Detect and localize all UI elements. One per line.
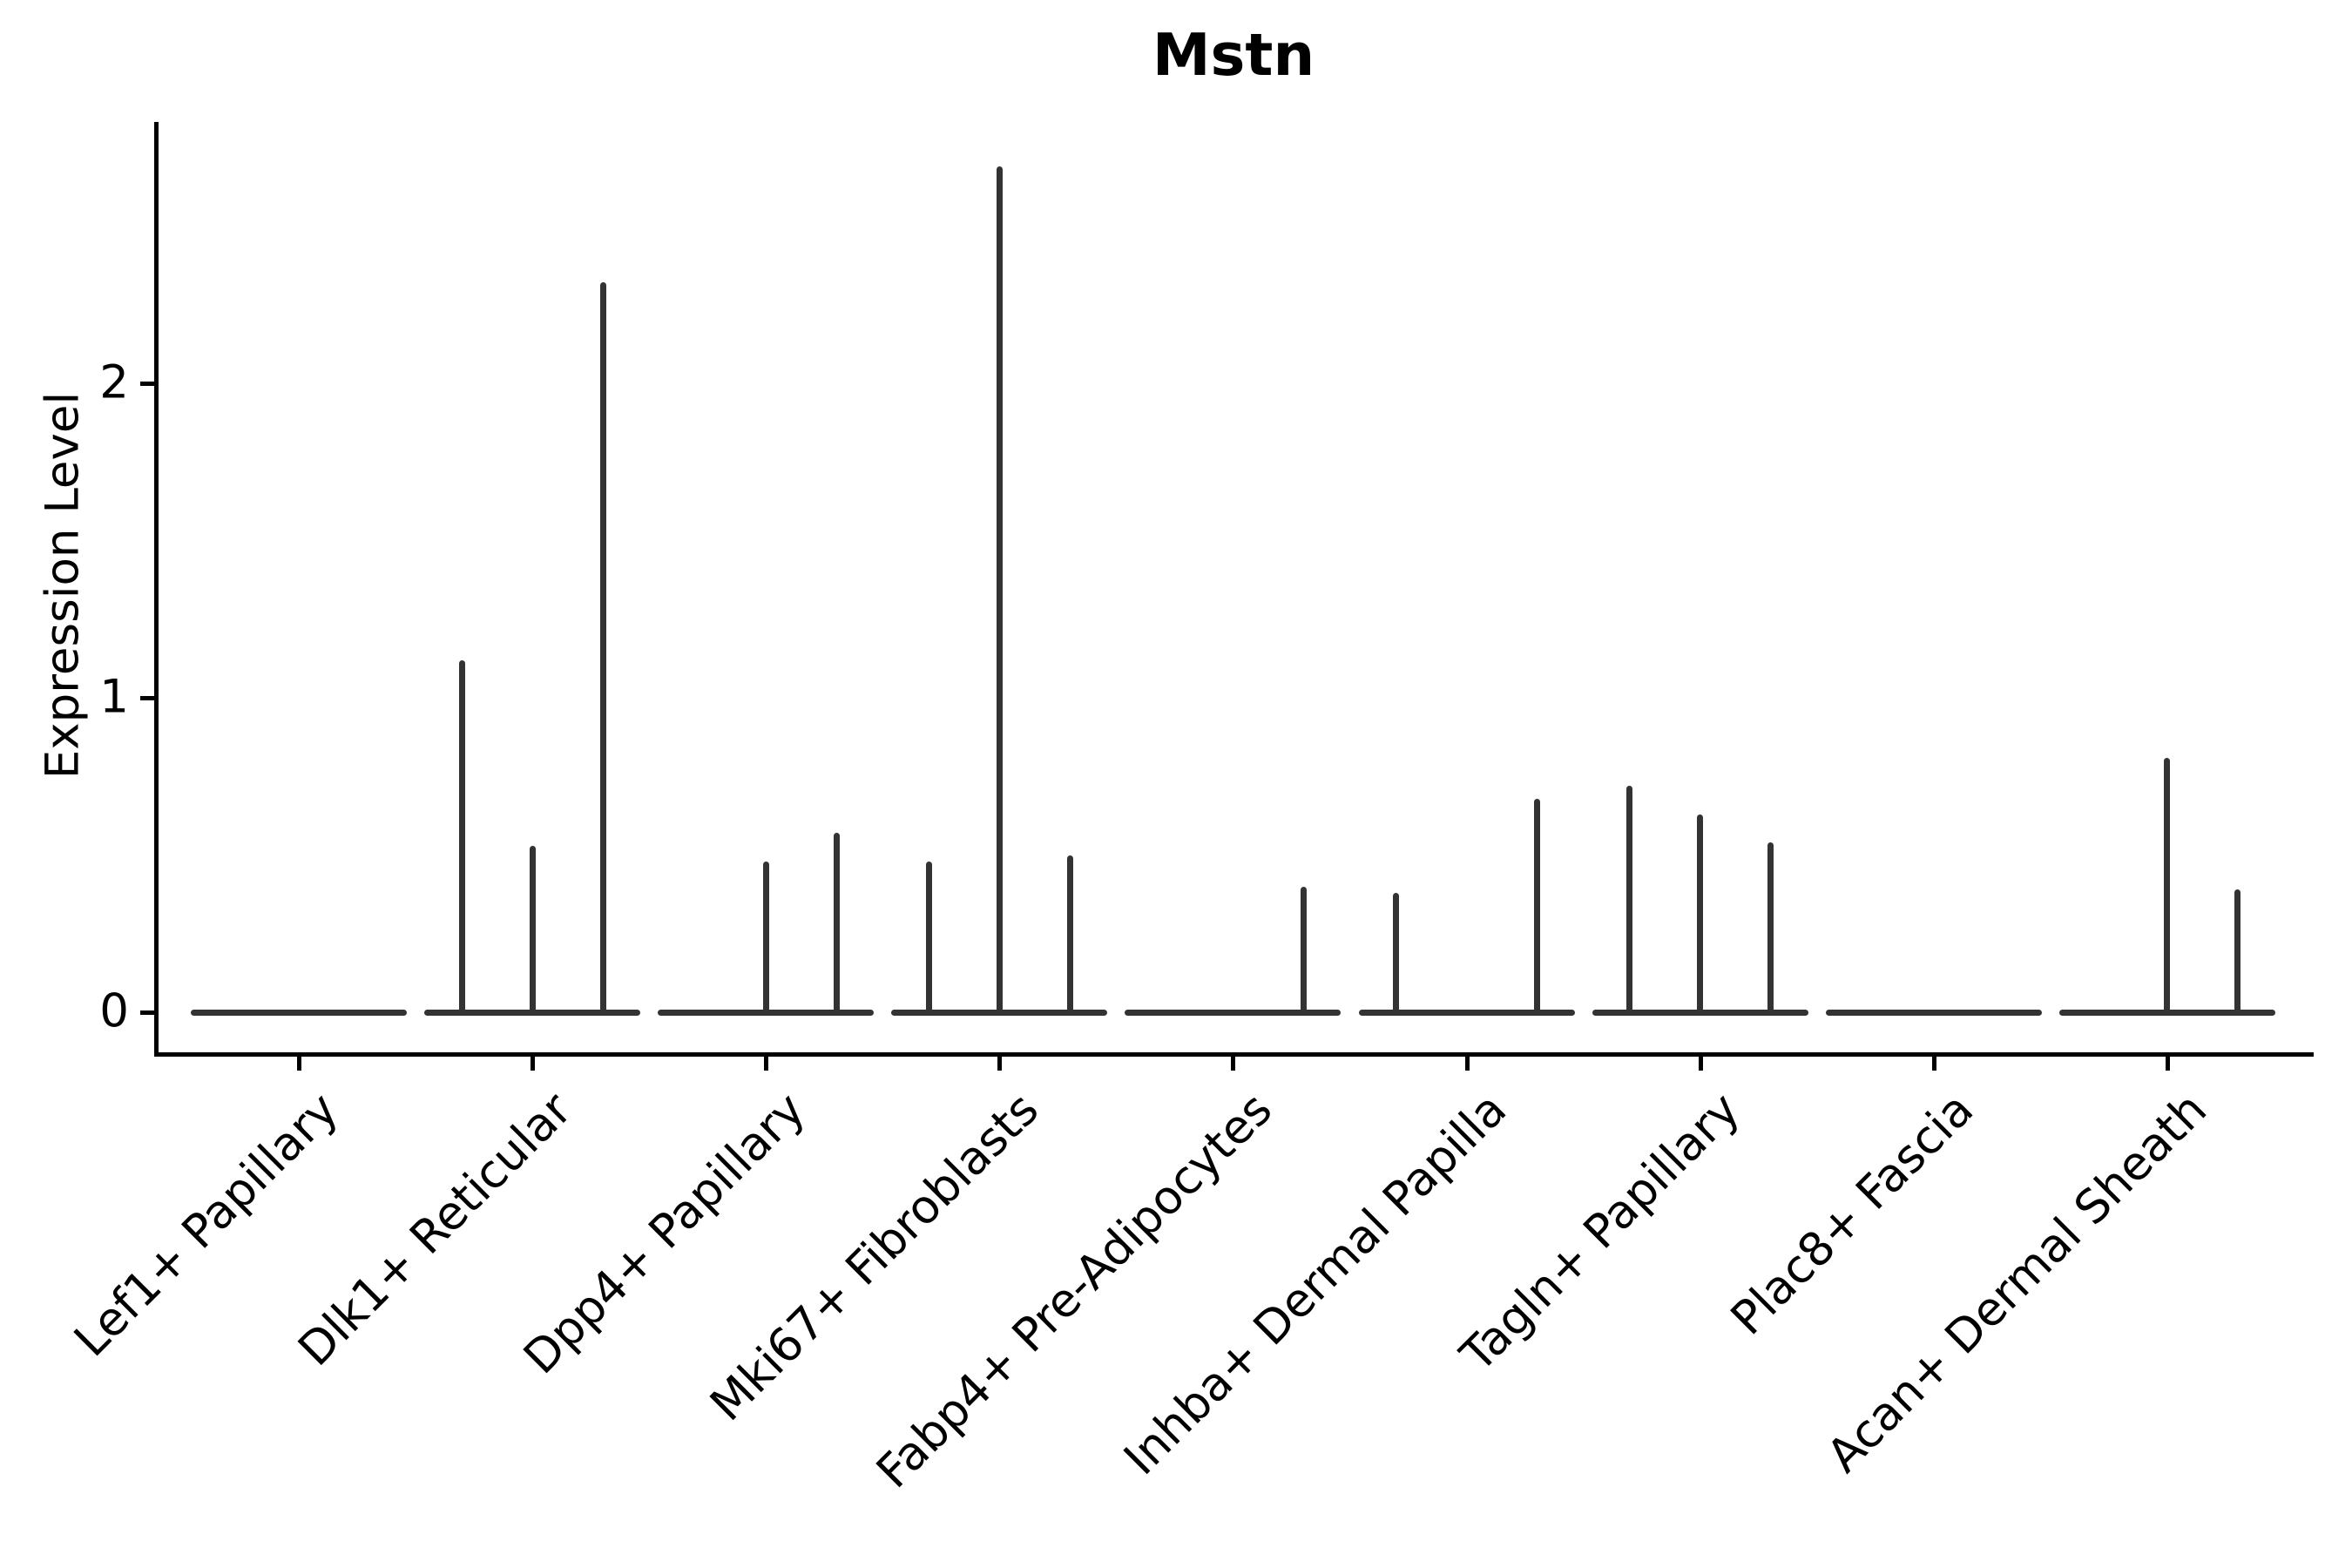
x-tick [1698, 1057, 1703, 1071]
x-axis-category-label-text: Acan+ Dermal Sheath [1816, 1083, 2217, 1484]
violin-spike [833, 833, 840, 1012]
y-tick [140, 696, 154, 700]
violin-spike [996, 166, 1003, 1012]
x-tick [1464, 1057, 1470, 1071]
x-axis-category-label-text: Fabp4+ Pre-Adipocytes [867, 1083, 1283, 1499]
violin-spike [1626, 786, 1633, 1012]
x-tick [997, 1057, 1003, 1071]
violin-spike [529, 845, 536, 1012]
y-tick [140, 1010, 154, 1015]
x-tick [531, 1057, 536, 1071]
y-tick-label: 1 [99, 670, 129, 724]
violin-spike [1534, 798, 1540, 1012]
violin-baseline [891, 1009, 1108, 1016]
violin-baseline [1358, 1009, 1575, 1016]
violin-spike [1300, 886, 1307, 1012]
violin-baseline [1592, 1009, 1808, 1016]
violin-spike [2234, 889, 2241, 1012]
violin-spike [458, 659, 465, 1012]
y-tick-label: 0 [99, 984, 129, 1038]
violin-spike [1767, 842, 1774, 1012]
x-tick [1931, 1057, 1936, 1071]
violin-spike [1393, 892, 1399, 1012]
x-tick [297, 1057, 301, 1071]
violin-spike [2164, 757, 2171, 1012]
x-tick [2165, 1057, 2170, 1071]
violin-baseline [1825, 1009, 2042, 1016]
violin-baseline [1125, 1009, 1342, 1016]
violin-spike [762, 861, 769, 1012]
x-tick [764, 1057, 769, 1071]
x-axis-spine [154, 1052, 2314, 1057]
plot-title: Mstn [1152, 21, 1315, 89]
violin-baseline [658, 1009, 875, 1016]
y-axis-spine [154, 122, 159, 1054]
violin-spike [925, 861, 932, 1012]
violin-spike [599, 282, 606, 1012]
violin-baseline [2058, 1009, 2275, 1016]
y-tick-label: 2 [99, 355, 129, 409]
violin-baseline [191, 1009, 407, 1016]
x-axis-category-label-text: Plac8+ Fascia [1720, 1083, 1984, 1346]
violin-spike [1697, 814, 1704, 1012]
violin-spike [1066, 855, 1073, 1012]
y-tick [140, 382, 154, 386]
violin-baseline [424, 1009, 641, 1016]
x-tick [1231, 1057, 1236, 1071]
x-axis-category-label-text: Inhba+ Dermal Papilla [1113, 1083, 1517, 1486]
